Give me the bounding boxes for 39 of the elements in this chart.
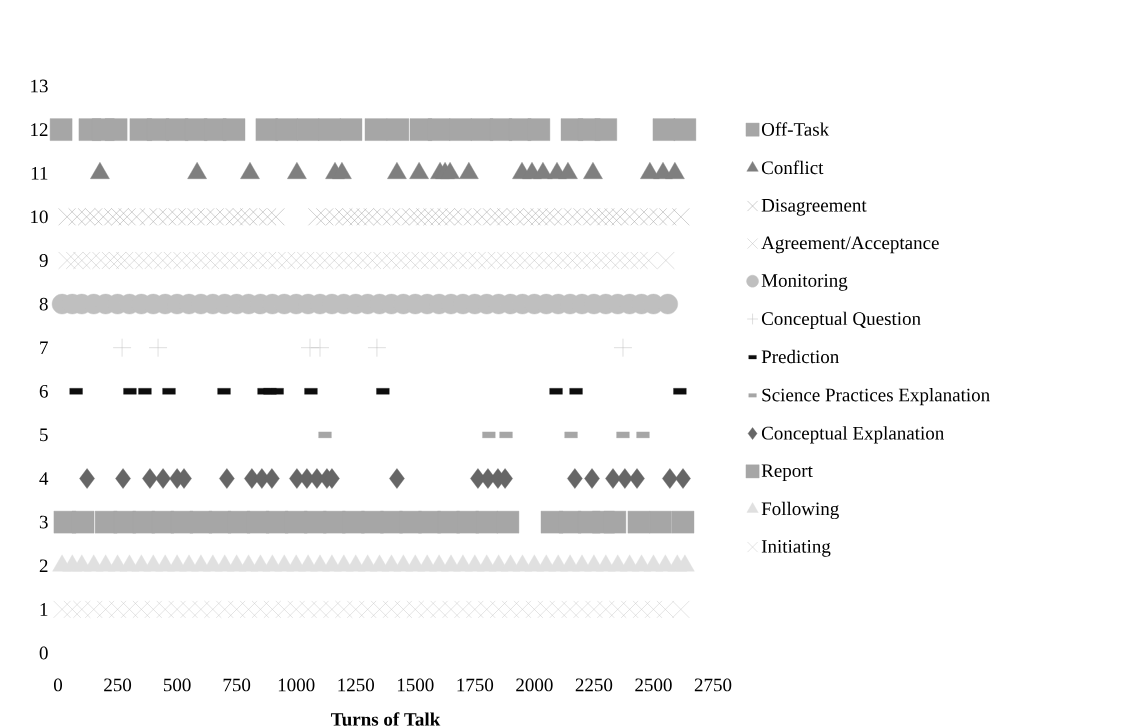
x-tick-label: 0: [53, 678, 63, 692]
x-tick-label: 250: [104, 678, 132, 692]
y-tick-label: 0: [39, 646, 48, 660]
y-tick-label: 8: [39, 297, 48, 311]
legend-label: Following: [761, 501, 839, 520]
legend-label: Disagreement: [761, 198, 867, 216]
y-tick-label: 10: [31, 210, 48, 224]
y-tick-label: 3: [39, 515, 48, 529]
legend-label: Agreement/Acceptance: [761, 236, 939, 254]
legend-label: Conceptual Explanation: [761, 426, 944, 444]
x-tick-label: 1000: [278, 678, 315, 692]
y-tick-label: 9: [39, 254, 48, 267]
x-axis-title: Turns of Talk: [331, 712, 441, 726]
legend-label: Conflict: [761, 160, 824, 175]
legend-label: Initiating: [761, 540, 831, 557]
y-tick-label: 7: [40, 341, 48, 354]
x-tick-label: 2750: [694, 678, 732, 692]
y-tick-label: 6: [39, 384, 48, 398]
y-tick-label: 1: [40, 603, 48, 616]
x-tick-label: 2250: [575, 678, 613, 692]
x-tick-label: 750: [223, 678, 251, 692]
legend-label: Monitoring: [761, 274, 848, 291]
x-tick-label: 2500: [635, 678, 672, 692]
legend-label: Science Practices Explanation: [762, 388, 990, 406]
x-tick-label: 1250: [338, 678, 374, 692]
legend-label: Prediction: [761, 349, 839, 364]
y-tick-label: 12: [31, 123, 48, 136]
legend-label: Conceptual Question: [761, 311, 921, 329]
legend-label: Report: [761, 464, 813, 481]
x-tick-label: 1750: [457, 678, 494, 692]
y-tick-label: 4: [39, 472, 49, 485]
x-tick-label: 500: [163, 678, 191, 692]
legend-label: Off-Task: [761, 122, 830, 136]
y-tick-label: 13: [31, 79, 48, 93]
x-tick-label: 1500: [397, 678, 434, 692]
x-tick-label: 2000: [516, 678, 553, 692]
y-tick-label: 5: [40, 428, 48, 442]
y-tick-label: 11: [31, 166, 48, 180]
y-tick-label: 2: [39, 559, 48, 573]
